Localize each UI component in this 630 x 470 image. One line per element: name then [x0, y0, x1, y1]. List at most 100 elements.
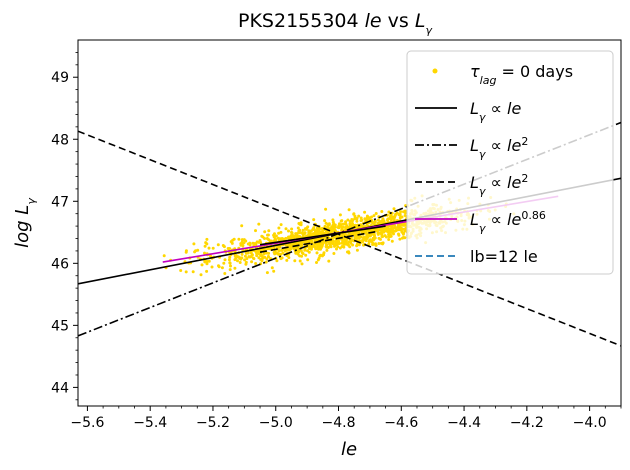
scatter-point [399, 223, 403, 227]
x-tick-label: −5.2 [196, 415, 230, 431]
scatter-point [228, 261, 232, 265]
scatter-point [263, 255, 267, 259]
scatter-point [363, 217, 367, 221]
scatter-point [211, 246, 215, 250]
scatter-point [307, 231, 311, 234]
scatter-point [299, 249, 303, 252]
scatter-point [331, 242, 335, 246]
legend-item-linear: Lγ ∝ le [415, 99, 521, 124]
scatter-point [254, 262, 258, 265]
scatter-point [303, 248, 307, 252]
scatter-point [272, 269, 276, 273]
scatter-point [334, 235, 337, 239]
scatter-point [347, 243, 350, 247]
scatter-point [259, 240, 263, 244]
scatter-point [392, 207, 396, 211]
scatter-point [287, 248, 291, 252]
scatter-point [328, 227, 332, 231]
x-axis: −5.6 −5.4 −5.2 −5.0 −4.8 −4.6 −4.4 −4.2 −4.0 [70, 406, 622, 431]
scatter-point [240, 224, 244, 228]
legend: τlag = 0 days Lγ ∝ le Lγ ∝ le2 Lγ ∝ le2 Lγ ∝… [406, 50, 614, 275]
scatter-point [384, 235, 388, 239]
scatter-point [300, 244, 303, 248]
scatter-point [403, 223, 407, 227]
scatter-point [228, 255, 232, 259]
scatter-point [306, 249, 309, 253]
scatter-point [311, 232, 315, 236]
x-tick-label: −4.0 [573, 415, 607, 431]
scatter-point [310, 239, 314, 243]
scatter-point [341, 239, 345, 243]
scatter-point [221, 244, 225, 247]
scatter-point [323, 224, 327, 228]
scatter-point [399, 210, 403, 214]
scatter-point [205, 237, 209, 241]
scatter-point [376, 229, 380, 233]
scatter-point [292, 247, 296, 251]
scatter-point [236, 259, 239, 263]
scatter-point [340, 245, 344, 248]
scatter-point [313, 245, 317, 249]
x-tick-label: −4.4 [447, 415, 481, 431]
legend-box [406, 50, 614, 275]
scatter-point [354, 234, 358, 238]
series-line-dashed [78, 130, 621, 347]
chart-title: PKS2155304 le vs Lγ [238, 10, 432, 37]
scatter-point [387, 233, 391, 237]
y-tick-label: 49 [51, 70, 69, 86]
scatter-point [361, 240, 364, 244]
scatter-point [267, 229, 271, 233]
scatter-point [376, 232, 380, 236]
scatter-point [228, 268, 232, 272]
scatter-point [354, 223, 357, 227]
scatter-point [184, 250, 188, 254]
scatter-point [260, 234, 264, 238]
scatter-point [367, 242, 371, 246]
legend-label: Lγ ∝ le2 [470, 172, 528, 198]
scatter-point [362, 235, 366, 239]
scatter-point [374, 243, 378, 247]
scatter-point [373, 234, 376, 237]
scatter-point [278, 245, 282, 249]
scatter-point [340, 241, 344, 245]
scatter-point [357, 214, 361, 218]
scatter-point [371, 221, 375, 225]
scatter-point [298, 259, 302, 263]
scatter-point [309, 245, 313, 249]
scatter-point [321, 253, 325, 257]
scatter-point [254, 242, 258, 246]
scatter-point [372, 214, 376, 218]
scatter-point [346, 225, 350, 229]
scatter-point [347, 208, 351, 212]
legend-label: Lγ ∝ le0.86 [470, 209, 546, 235]
scatter-point [331, 223, 335, 227]
scatter-point [184, 270, 188, 274]
scatter-point [250, 253, 254, 257]
scatter-point [353, 217, 357, 221]
legend-label: lb=12 le [470, 247, 538, 266]
scatter-point [266, 233, 269, 237]
scatter-point [346, 250, 349, 254]
scatter-point [194, 249, 198, 253]
scatter-point [351, 222, 354, 226]
scatter-point [255, 251, 259, 255]
scatter-point [275, 246, 279, 249]
scatter-point [346, 218, 350, 222]
scatter-point [316, 258, 320, 262]
scatter-point [327, 259, 331, 263]
scatter-point [324, 207, 328, 211]
scatter-point [296, 252, 300, 256]
scatter-point [285, 258, 289, 262]
scatter-point [336, 234, 340, 238]
scatter-point [266, 255, 270, 258]
scatter-point [237, 237, 241, 241]
scatter-point [228, 247, 232, 250]
scatter-point [351, 243, 355, 247]
scatter-point [325, 248, 329, 252]
legend-marker [432, 68, 438, 74]
scatter-point [229, 240, 233, 244]
scatter-point [200, 263, 204, 267]
scatter-point [350, 218, 354, 221]
scatter-point [322, 236, 326, 240]
scatter-point [334, 239, 338, 243]
